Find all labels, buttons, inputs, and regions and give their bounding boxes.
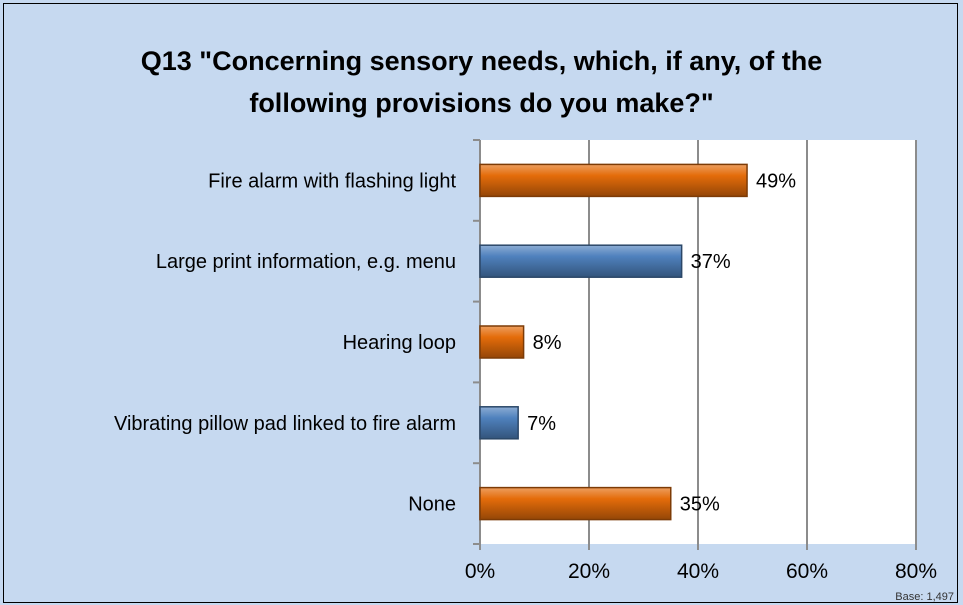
category-label: Large print information, e.g. menu [156,251,456,273]
category-label: Fire alarm with flashing light [208,170,456,192]
data-label: 37% [691,251,731,273]
chart-title-line-2: following provisions do you make?" [249,88,714,118]
base-footnote: Base: 1,497 [895,591,954,603]
data-label: 7% [527,413,556,435]
x-tick-label: 0% [465,560,495,583]
category-label: Vibrating pillow pad linked to fire alar… [114,413,456,435]
bar [479,406,519,440]
data-label: 35% [680,494,720,516]
bar [479,486,672,521]
bar [479,325,525,359]
bar [479,163,748,198]
category-label: Hearing loop [343,332,456,354]
x-tick-label: 40% [677,560,719,583]
x-tick-label: 20% [568,560,610,583]
bar [479,244,683,278]
data-label: 8% [533,332,562,354]
x-tick-label: 60% [786,560,828,583]
data-label: 49% [756,170,796,192]
chart-title: Q13 "Concerning sensory needs, which, if… [0,40,963,124]
x-tick-label: 80% [895,560,937,583]
category-label: None [408,494,456,516]
chart-title-line-1: Q13 "Concerning sensory needs, which, if… [140,46,823,76]
